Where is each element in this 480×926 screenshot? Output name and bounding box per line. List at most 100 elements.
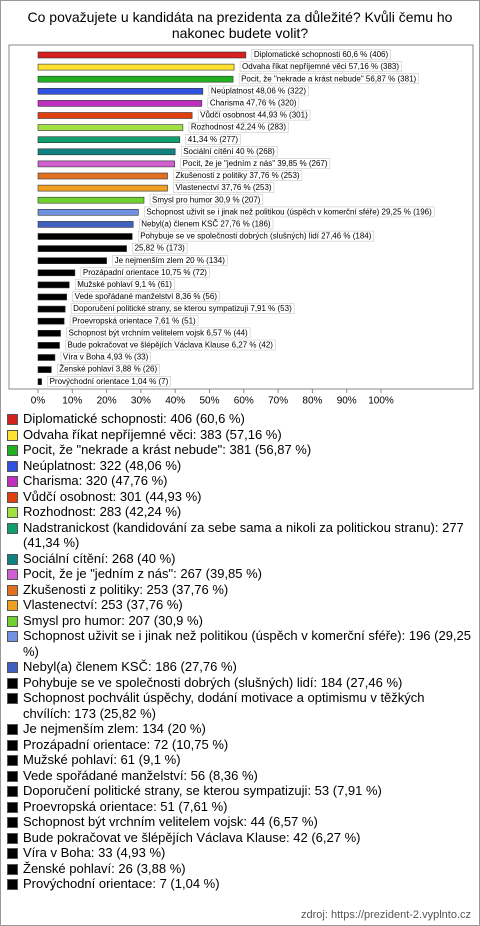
value-label-box	[57, 363, 160, 375]
value-label-box	[238, 73, 419, 85]
value-label-box	[47, 376, 171, 387]
value-label: Sociální cítění 40 % (268)	[183, 147, 275, 156]
legend-label: Diplomatické schopnosti: 406 (60,6 %)	[23, 411, 245, 426]
x-tick-label: 80%	[302, 396, 322, 407]
legend-item: Proevropská orientace: 51 (7,61 %)	[7, 799, 471, 815]
legend-swatch	[7, 615, 18, 627]
legend-label: Charisma: 320 (47,76 %)	[23, 473, 168, 488]
value-label: Vůdčí osobnost 44,93 % (301)	[200, 111, 308, 120]
value-label-box	[173, 182, 275, 193]
value-label-box	[208, 85, 309, 97]
x-tick-label: 10%	[62, 396, 82, 407]
value-label-box	[137, 230, 375, 242]
value-label-box	[144, 206, 435, 218]
value-label: Bude pokračovat ve šlépějích Václava Kla…	[68, 341, 274, 350]
value-label-box	[188, 121, 289, 133]
legend-swatch	[7, 600, 18, 611]
legend-swatch	[7, 677, 18, 689]
legend-swatch	[7, 460, 18, 472]
legend-item: Zkušenosti z politiky: 253 (37,76 %)	[7, 582, 471, 598]
bar	[37, 329, 61, 337]
chart: 0% 10% 20% 30% 40% 50% 60% 70% 80% 90% 100% Diploma…	[8, 44, 474, 407]
value-label: Rozhodnost 42,24 % (283)	[191, 123, 287, 132]
value-label-box	[60, 351, 151, 363]
x-tick-label: 0%	[31, 396, 46, 407]
legend-label: Proevropská orientace: 51 (7,61 %)	[23, 798, 228, 814]
value-label: Pocit, že "nekrade a krást nebude" 56,87…	[241, 74, 416, 83]
value-label-box	[65, 339, 276, 351]
legend-label: Schopnost pochválit úspěchy, dodání moti…	[23, 690, 425, 721]
legend-item: Vede spořádané manželství: 56 (8,36 %)	[7, 768, 471, 784]
value-label: Zkušenosti z politiky 37,76 % (253)	[176, 171, 300, 180]
x-tick-label: 90%	[337, 396, 357, 407]
bar	[37, 63, 235, 71]
value-label-box	[72, 291, 220, 302]
legend-item: Schopnost být vrchním velitelem vojsk: 4…	[7, 814, 471, 830]
value-label-box	[207, 97, 300, 109]
legend-item: Nebyl(a) členem KSČ: 186 (27,76 %)	[7, 659, 471, 675]
legend: Diplomatické schopnosti: 406 (60,6 %) Odv…	[7, 411, 471, 892]
legend-label: Smysl pro humor: 207 (30,9 %)	[23, 612, 203, 628]
bar	[37, 317, 65, 325]
legend-item: Víra v Boha: 33 (4,93 %)	[7, 845, 471, 861]
value-label: Charisma 47,76 % (320)	[210, 99, 297, 108]
value-label-box	[197, 109, 311, 121]
bar	[37, 51, 247, 59]
bar	[37, 100, 203, 107]
legend-swatch	[7, 693, 18, 704]
legend-swatch	[7, 662, 18, 673]
legend-swatch	[7, 414, 18, 425]
value-label-box	[180, 158, 331, 169]
bar	[37, 233, 133, 240]
value-label: Mužské pohlaví 9,1 % (61)	[77, 280, 172, 289]
bar	[37, 342, 60, 349]
value-label: Odvaha říkat nepříjemné věci 57,16 % (38…	[242, 62, 399, 71]
x-tick-label: 30%	[131, 396, 151, 407]
value-label-box	[69, 315, 199, 327]
value-label: Smysl pro humor 30,9 % (207)	[152, 195, 261, 204]
value-label: Ženské pohlaví 3,88 % (26)	[59, 365, 157, 374]
legend-item: Doporučení politické strany, se kterou s…	[7, 783, 471, 799]
x-tick-label: 50%	[199, 396, 219, 407]
legend-label: Doporučení politické strany, se kterou s…	[23, 783, 382, 798]
value-label: Je nejmenším zlem 20 % (134)	[115, 256, 226, 265]
value-label: Pocit, že je "jedním z nás" 39,85 % (267…	[183, 159, 328, 168]
bar	[37, 221, 134, 228]
value-label: Vede spořádané manželství 8,36 % (56)	[75, 292, 218, 301]
legend-item: Charisma: 320 (47,76 %)	[7, 473, 471, 489]
value-label: Doporučení politické strany, se kterou s…	[73, 304, 292, 313]
legend-swatch	[7, 476, 18, 487]
legend-swatch	[7, 631, 18, 642]
value-label: Neúplatnost 48,06 % (322)	[211, 86, 307, 95]
legend-swatch	[7, 429, 18, 441]
legend-swatch	[7, 507, 18, 518]
chart-title: Co považujete u kandidáta na prezidenta …	[27, 9, 453, 41]
value-label: Vlastenectví 37,76 % (253)	[176, 183, 272, 192]
plot-frame	[8, 44, 474, 390]
legend-swatch	[7, 739, 18, 751]
legend-swatch	[7, 863, 18, 875]
legend-label: Vůdčí osobnost: 301 (44,93 %)	[23, 488, 202, 504]
bar	[37, 305, 66, 313]
legend-swatch	[7, 755, 18, 766]
value-label-box	[149, 194, 264, 206]
value-label: 25,82 % (173)	[135, 244, 186, 253]
legend-swatch	[7, 724, 18, 735]
legend-swatch	[7, 445, 18, 456]
legend-item: Je nejmenším zlem: 134 (20 %)	[7, 721, 471, 737]
bar	[37, 124, 184, 131]
value-label: Nebyl(a) členem KSČ 27,76 % (186)	[141, 220, 271, 229]
legend-swatch	[7, 832, 18, 844]
legend-swatch	[7, 770, 18, 782]
legend-item: Pocit, že je "jedním z nás": 267 (39,85 …	[7, 566, 471, 582]
legend-label: Pocit, že "nekrade a krást nebude": 381 …	[23, 442, 312, 457]
source: zdroj: https://prezident-2.vyplnto.cz	[301, 909, 471, 921]
legend-label: Pocit, že je "jedním z nás": 267 (39,85 …	[23, 566, 263, 581]
value-label: Víra v Boha 4,93 % (33)	[63, 353, 149, 362]
x-tick-label: 100%	[368, 396, 394, 407]
legend-label: Víra v Boha: 33 (4,93 %)	[23, 845, 166, 860]
legend-swatch	[7, 817, 18, 828]
bar	[37, 184, 168, 192]
legend-item: Ženské pohlaví: 26 (3,88 %)	[7, 861, 471, 877]
bar	[37, 172, 168, 180]
